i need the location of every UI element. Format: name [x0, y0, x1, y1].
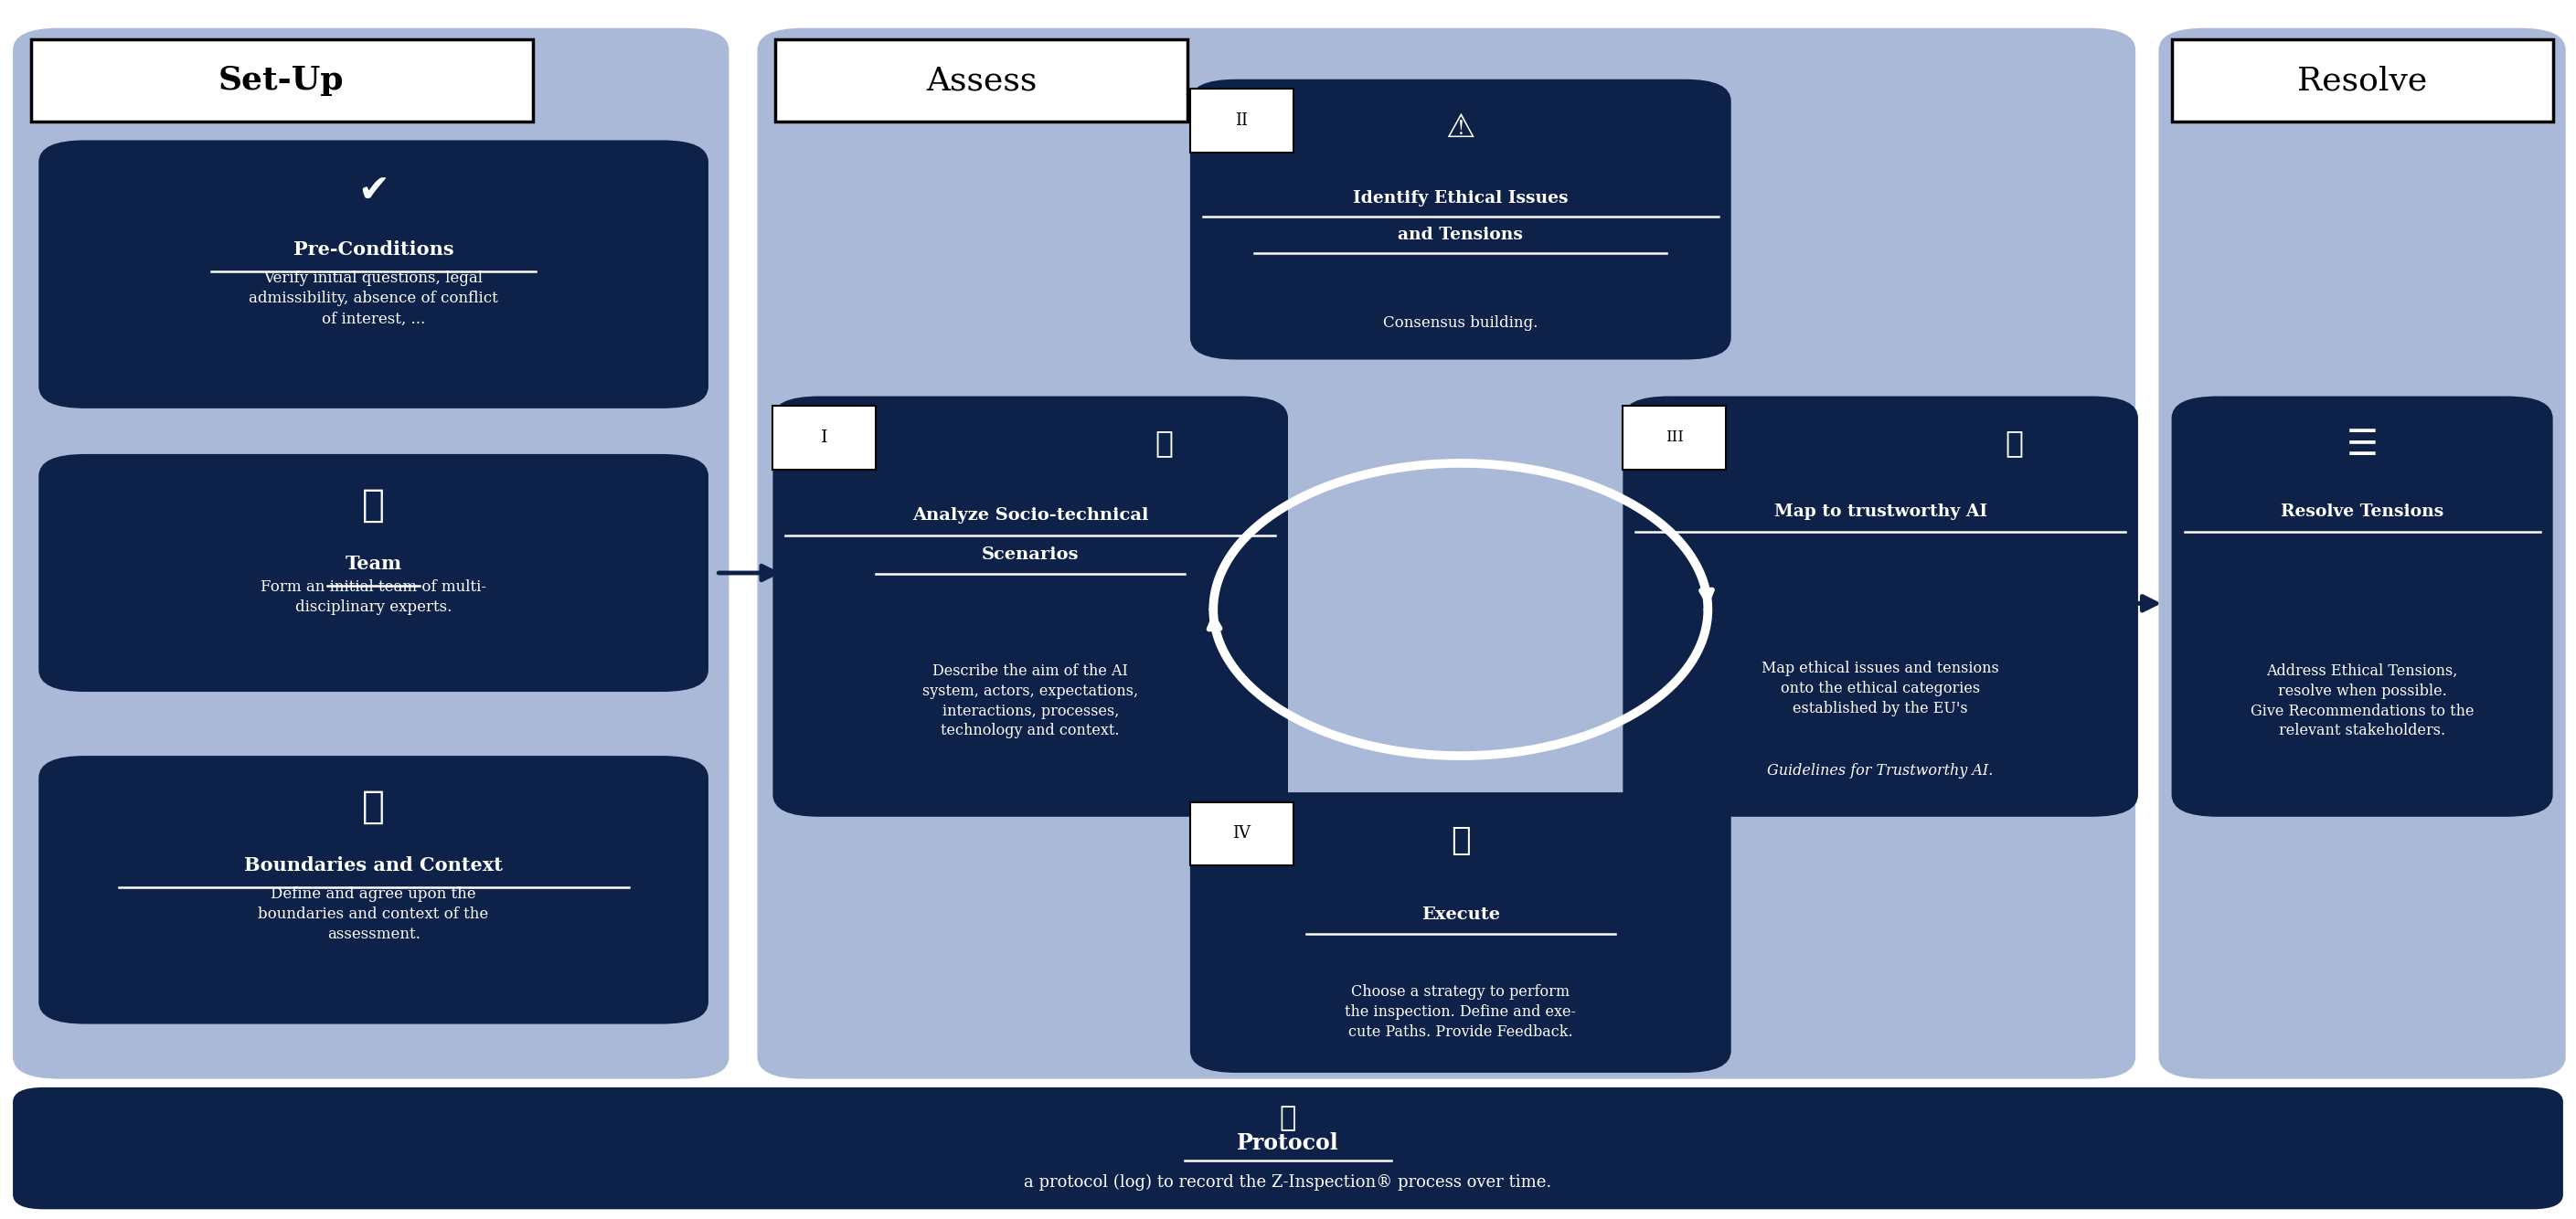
Text: Define and agree upon the
boundaries and context of the
assessment.: Define and agree upon the boundaries and…	[258, 886, 489, 942]
Text: Execute: Execute	[1422, 906, 1499, 923]
Bar	[773, 406, 876, 469]
Text: Team: Team	[345, 555, 402, 573]
Text: Form an initial team of multi-
disciplinary experts.: Form an initial team of multi- disciplin…	[260, 579, 487, 616]
FancyBboxPatch shape	[13, 1087, 2563, 1209]
Text: Consensus building.: Consensus building.	[1383, 316, 1538, 330]
Text: Resolve Tensions: Resolve Tensions	[2280, 503, 2445, 521]
Text: Identify Ethical Issues: Identify Ethical Issues	[1352, 190, 1569, 207]
Text: Map to trustworthy AI: Map to trustworthy AI	[1775, 503, 1986, 521]
Text: IV: IV	[1231, 825, 1252, 842]
FancyBboxPatch shape	[1623, 396, 2138, 817]
Text: Set-Up: Set-Up	[219, 65, 343, 96]
FancyBboxPatch shape	[39, 756, 708, 1024]
Text: Boundaries and Context: Boundaries and Context	[245, 857, 502, 874]
Text: Guidelines for Trustworthy AI.: Guidelines for Trustworthy AI.	[1767, 763, 1994, 778]
Text: Choose a strategy to perform
the inspection. Define and exe-
cute Paths. Provide: Choose a strategy to perform the inspect…	[1345, 984, 1577, 1040]
Text: Address Ethical Tensions,
resolve when possible.
Give Recommendations to the
rel: Address Ethical Tensions, resolve when p…	[2251, 663, 2473, 739]
Text: and Tensions: and Tensions	[1399, 227, 1522, 244]
FancyBboxPatch shape	[39, 140, 708, 408]
Text: Verify initial questions, legal
admissibility, absence of conflict
of interest, : Verify initial questions, legal admissib…	[250, 271, 497, 327]
Text: 🔍: 🔍	[1450, 825, 1471, 857]
Text: 📋: 📋	[1154, 428, 1175, 457]
FancyBboxPatch shape	[1190, 79, 1731, 360]
Text: 🏛: 🏛	[2004, 428, 2025, 457]
Bar	[2172, 39, 2553, 122]
Bar	[31, 39, 533, 122]
Text: Map ethical issues and tensions
onto the ethical categories
established by the E: Map ethical issues and tensions onto the…	[1762, 661, 1999, 717]
FancyBboxPatch shape	[757, 28, 2136, 1079]
FancyBboxPatch shape	[2172, 396, 2553, 817]
Text: ⚠: ⚠	[1445, 112, 1476, 144]
Text: Scenarios: Scenarios	[981, 546, 1079, 563]
Text: Resolve: Resolve	[2298, 65, 2427, 96]
Text: Describe the aim of the AI
system, actors, expectations,
interactions, processes: Describe the aim of the AI system, actor…	[922, 663, 1139, 739]
Text: 👥: 👥	[363, 486, 384, 524]
FancyBboxPatch shape	[773, 396, 1288, 817]
Text: a protocol (log) to record the Z-Inspection® process over time.: a protocol (log) to record the Z-Inspect…	[1025, 1174, 1551, 1191]
Text: II: II	[1236, 112, 1247, 129]
FancyBboxPatch shape	[2159, 28, 2566, 1079]
Text: ☰: ☰	[2347, 428, 2378, 462]
Bar	[1190, 89, 1293, 152]
Bar	[1190, 802, 1293, 865]
FancyBboxPatch shape	[39, 455, 708, 692]
Text: Pre-Conditions: Pre-Conditions	[294, 241, 453, 258]
Bar	[775, 39, 1188, 122]
Bar	[1623, 406, 1726, 469]
Text: ✔: ✔	[358, 172, 389, 211]
Text: Assess: Assess	[925, 65, 1038, 96]
Text: III: III	[1664, 430, 1685, 445]
Text: 📄: 📄	[1280, 1104, 1296, 1131]
FancyBboxPatch shape	[1190, 792, 1731, 1073]
FancyBboxPatch shape	[13, 28, 729, 1079]
Text: Analyze Socio-technical: Analyze Socio-technical	[912, 507, 1149, 524]
Text: ⚽: ⚽	[363, 787, 384, 826]
Text: I: I	[822, 429, 827, 446]
Text: Protocol: Protocol	[1236, 1132, 1340, 1154]
